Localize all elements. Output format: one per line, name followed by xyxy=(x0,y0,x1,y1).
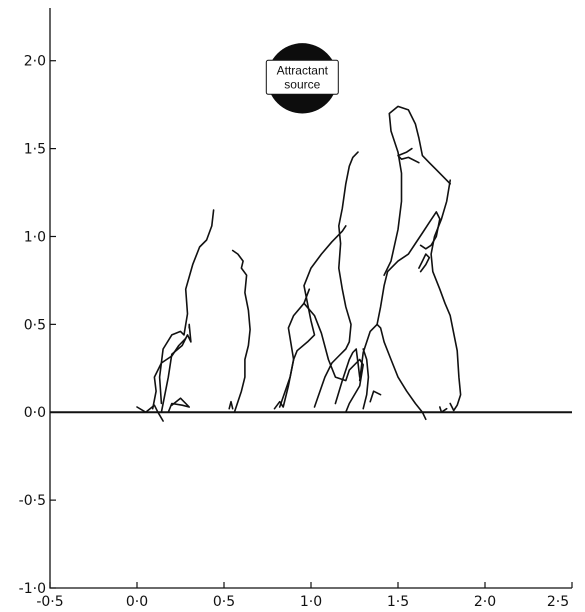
trajectory-20 xyxy=(418,253,431,273)
y-tick-label: 2·0 xyxy=(24,54,46,70)
x-tick-label: 1·5 xyxy=(387,594,409,610)
attractant-label-line: source xyxy=(284,77,320,91)
trajectory-12 xyxy=(334,348,361,405)
trajectory-9 xyxy=(278,288,311,408)
attractant-label-line: Attractant xyxy=(277,63,329,77)
trajectory-11 xyxy=(313,151,359,408)
trajectory-21 xyxy=(439,406,448,413)
x-tick-label: 2·5 xyxy=(547,594,569,610)
trajectory-tracks xyxy=(136,105,462,422)
trajectory-16 xyxy=(376,211,441,326)
trajectory-7 xyxy=(228,400,234,410)
attractant-label-box xyxy=(265,59,339,95)
x-tick-label: 1·0 xyxy=(300,594,322,610)
trajectory-14 xyxy=(362,348,370,410)
trajectory-3 xyxy=(160,323,192,413)
trajectory-18 xyxy=(430,179,462,412)
y-tick-label: 0·5 xyxy=(24,317,46,333)
trajectory-19 xyxy=(397,147,420,164)
trajectory-2 xyxy=(158,209,215,405)
trajectory-4 xyxy=(167,397,190,413)
x-tick-label: 0·0 xyxy=(126,594,148,610)
x-tick-label: 0·5 xyxy=(213,594,235,610)
trajectory-6 xyxy=(231,249,251,413)
y-tick-label: -1·0 xyxy=(19,581,46,597)
trajectory-13 xyxy=(358,323,427,421)
trajectory-17 xyxy=(383,105,451,276)
trajectory-15 xyxy=(369,390,382,403)
axes: -1·0-0·50·00·51·01·52·0-0·5 0·0 0·5 1·0 1·5 2… xyxy=(19,8,573,610)
y-tick-label: 1·5 xyxy=(24,142,46,158)
y-tick-label: -0·5 xyxy=(19,493,46,509)
y-tick-label: 1·0 xyxy=(24,229,46,245)
trajectory-10 xyxy=(303,302,364,413)
x-tick-label: 2·0 xyxy=(474,594,496,610)
y-tick-label: 0·0 xyxy=(24,405,46,421)
trajectory-1 xyxy=(136,404,164,422)
trajectory-5 xyxy=(151,337,187,410)
x-tick-label: -0·5 xyxy=(36,594,63,610)
trajectory-8 xyxy=(273,225,347,410)
